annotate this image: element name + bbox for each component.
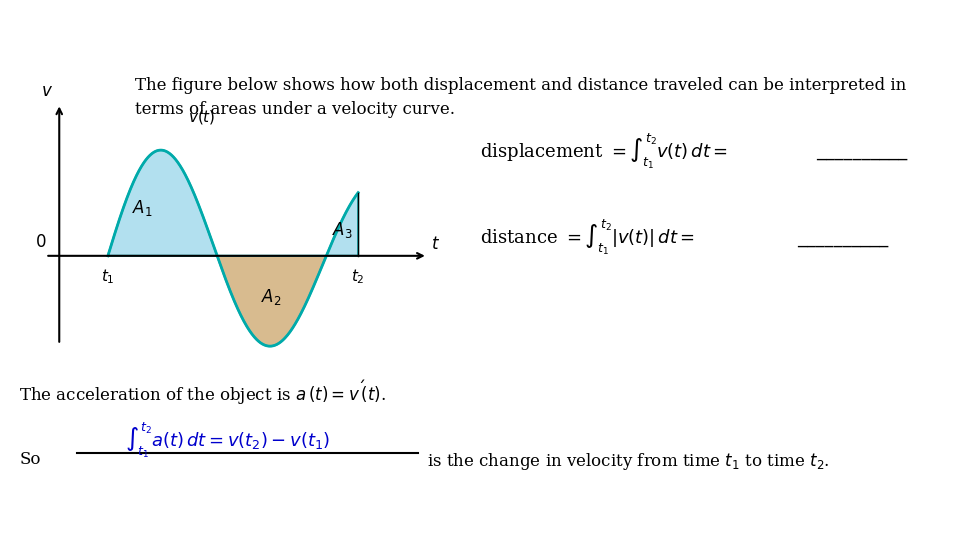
Polygon shape xyxy=(217,256,326,346)
Text: displacement $= \int_{t_1}^{t_2} v(t)\, dt =$: displacement $= \int_{t_1}^{t_2} v(t)\, … xyxy=(480,132,728,171)
Polygon shape xyxy=(326,193,358,256)
Text: $A_1$: $A_1$ xyxy=(132,198,153,218)
Text: $\int_{t_1}^{t_2} a(t)\,dt = v(t_2) - v(t_1)$: $\int_{t_1}^{t_2} a(t)\,dt = v(t_2) - v(… xyxy=(125,421,330,461)
Text: The figure below shows how both displacement and distance traveled can be interp: The figure below shows how both displace… xyxy=(134,77,906,118)
Text: $v$: $v$ xyxy=(40,83,53,100)
Text: is the change in velocity from time $t_1$ to time $t_2$.: is the change in velocity from time $t_1… xyxy=(427,451,829,472)
Polygon shape xyxy=(108,150,217,256)
Text: $t$: $t$ xyxy=(431,235,441,253)
Text: $t_1$: $t_1$ xyxy=(101,267,115,286)
Text: distance $= \int_{t_1}^{t_2} |v(t)|\, dt =$: distance $= \int_{t_1}^{t_2} |v(t)|\, dt… xyxy=(480,218,695,257)
Text: $A_2$: $A_2$ xyxy=(261,287,282,307)
Text: __________: __________ xyxy=(816,142,907,160)
Text: So: So xyxy=(19,451,40,468)
Text: $0$: $0$ xyxy=(36,233,47,251)
Text: $v(t)$: $v(t)$ xyxy=(188,108,215,126)
Text: $t_2$: $t_2$ xyxy=(351,267,365,286)
Text: __________: __________ xyxy=(797,228,888,247)
Text: $A_3$: $A_3$ xyxy=(332,220,352,240)
Text: The acceleration of the object is $a\,(t) = v\,\'(t)$.: The acceleration of the object is $a\,(t… xyxy=(19,378,386,407)
